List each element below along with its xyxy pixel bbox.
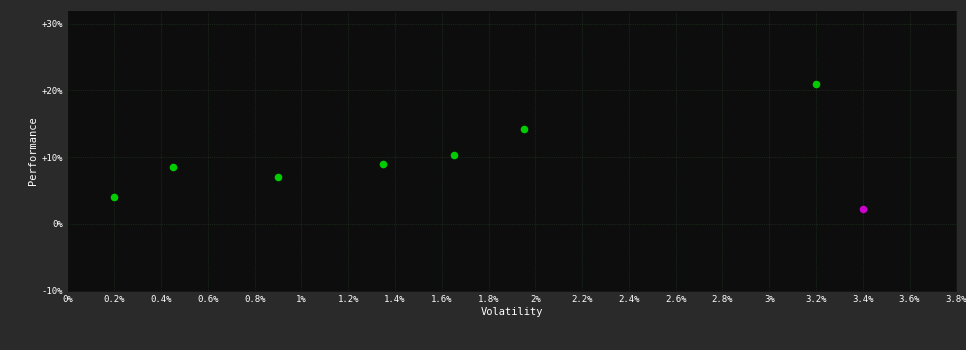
X-axis label: Volatility: Volatility [481, 307, 543, 317]
Point [809, 81, 824, 87]
Point [855, 206, 870, 212]
Point [165, 164, 181, 170]
Point [270, 174, 286, 180]
Point [445, 152, 461, 158]
Y-axis label: Performance: Performance [28, 116, 39, 185]
Point [376, 161, 391, 167]
Point [106, 194, 122, 200]
Point [516, 126, 531, 131]
